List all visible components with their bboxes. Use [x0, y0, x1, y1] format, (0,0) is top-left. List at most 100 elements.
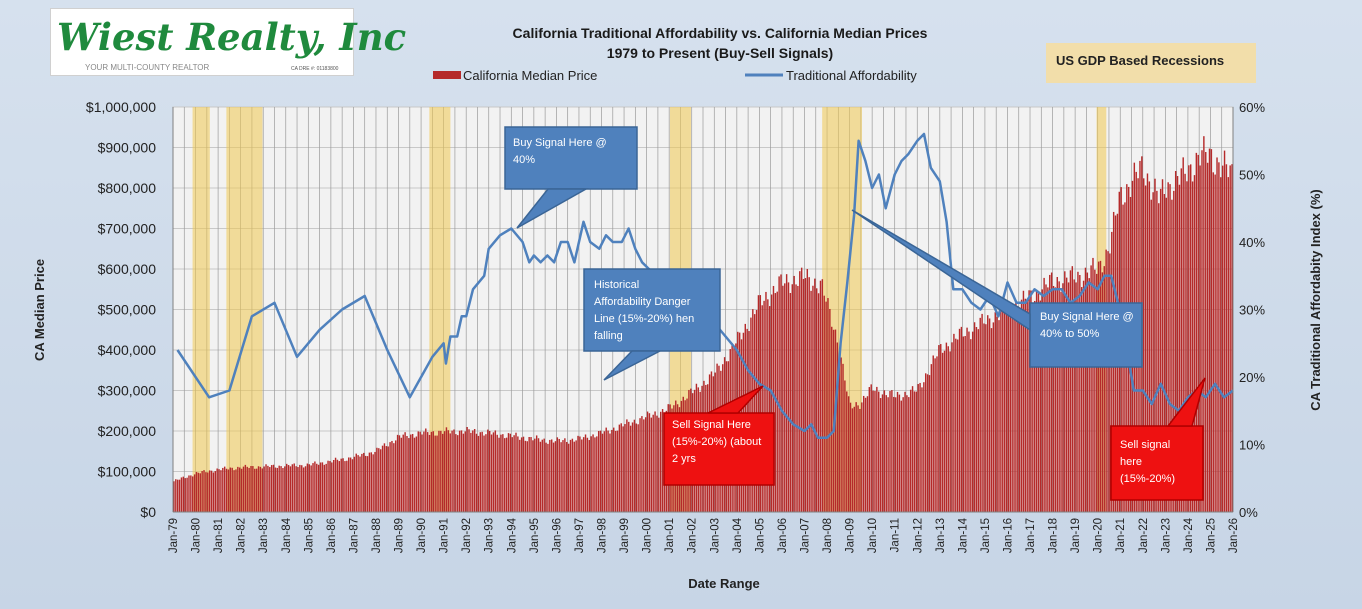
price-bar [560, 442, 562, 512]
price-bar [291, 464, 294, 512]
price-bar [1229, 165, 1231, 512]
price-bar [838, 355, 840, 512]
price-bar [759, 295, 762, 512]
price-bar [844, 380, 846, 512]
price-bar [571, 438, 574, 512]
price-bar [498, 437, 500, 512]
price-bar [481, 431, 483, 512]
price-bar [797, 285, 799, 512]
price-bar [874, 390, 876, 512]
price-bar [1227, 177, 1230, 513]
price-bar [1002, 301, 1004, 512]
price-bar [353, 456, 356, 512]
price-bar [857, 405, 859, 512]
x-tick-label: Jan-94 [506, 517, 518, 553]
y-right-tick-label: 30% [1239, 303, 1265, 318]
price-bar [186, 477, 188, 512]
price-bar [876, 386, 878, 512]
price-bar [1210, 149, 1213, 512]
price-bar [1013, 312, 1015, 512]
price-bar [342, 458, 344, 512]
x-tick-label: Jan-23 [1160, 518, 1172, 553]
price-bar [1050, 272, 1053, 512]
x-tick-label: Jan-93 [484, 518, 496, 553]
price-bar [270, 465, 273, 512]
x-tick-label: Jan-86 [326, 518, 338, 553]
price-bar [505, 437, 508, 512]
price-bar [278, 465, 280, 512]
price-bar [853, 406, 856, 512]
price-bar [348, 457, 350, 512]
price-bar [197, 472, 200, 512]
price-bar [475, 433, 478, 512]
price-bar [500, 434, 502, 512]
price-bar [558, 438, 560, 512]
danger-callout-pointer [603, 350, 661, 381]
price-bar [378, 448, 380, 512]
price-bar [391, 440, 393, 512]
x-tick-label: Jan-98 [597, 518, 609, 553]
price-bar [971, 331, 974, 512]
price-bar [780, 274, 782, 512]
price-bar [635, 423, 637, 512]
price-bar [550, 439, 553, 512]
price-bar [1220, 177, 1222, 512]
price-bar [812, 285, 814, 512]
price-bar [317, 464, 320, 512]
x-tick-label: Jan-81 [213, 518, 225, 553]
x-tick-label: Jan-05 [754, 518, 766, 553]
price-bar [1056, 277, 1058, 512]
price-bar [492, 432, 495, 512]
price-bar [633, 419, 636, 512]
price-bar [650, 417, 653, 512]
price-bar [522, 436, 525, 512]
logo-brand-text: Wiest Realty, Inc [57, 15, 407, 59]
price-bar [772, 285, 775, 512]
price-bar [921, 387, 923, 512]
price-bar [502, 434, 504, 512]
price-bar [477, 435, 480, 512]
x-tick-label: Jan-90 [416, 518, 428, 553]
price-bar [840, 357, 842, 512]
price-bar [1223, 150, 1226, 512]
price-bar [588, 440, 591, 512]
price-bar [1103, 266, 1105, 512]
price-bar [1186, 181, 1188, 512]
price-bar [1225, 164, 1228, 513]
x-tick-label: Jan-00 [642, 518, 654, 553]
y-axis-right-title: CA Traditional Affordabity Index (%) [1308, 189, 1323, 411]
price-bar [784, 283, 786, 512]
x-tick-label: Jan-13 [935, 518, 947, 553]
price-bar [940, 344, 942, 512]
price-bar [472, 430, 474, 512]
price-bar [1099, 260, 1102, 512]
price-bar [795, 284, 797, 512]
price-bar [1206, 162, 1209, 512]
price-bar [1096, 273, 1098, 512]
x-tick-label: Jan-97 [574, 518, 586, 553]
price-bar [331, 462, 333, 512]
price-bar [842, 363, 844, 512]
price-bar [917, 384, 919, 512]
price-bar [926, 374, 929, 512]
price-bar [1218, 162, 1220, 512]
price-bar [956, 339, 959, 512]
price-bar [325, 463, 327, 512]
price-bar [778, 276, 780, 512]
price-bar [885, 395, 887, 512]
price-bar [973, 322, 976, 512]
price-bar [509, 433, 512, 512]
price-bar [406, 435, 408, 512]
y-right-tick-label: 20% [1239, 370, 1265, 385]
price-bar [1062, 283, 1064, 512]
price-bar [983, 323, 985, 512]
price-bar [648, 413, 651, 512]
price-bar [511, 437, 513, 512]
price-bar [879, 398, 882, 512]
price-bar [1231, 164, 1233, 512]
price-bar [1154, 178, 1156, 512]
price-bar [1176, 176, 1179, 512]
price-bar [496, 434, 498, 512]
price-bar [564, 438, 566, 512]
price-bar [1094, 269, 1096, 512]
